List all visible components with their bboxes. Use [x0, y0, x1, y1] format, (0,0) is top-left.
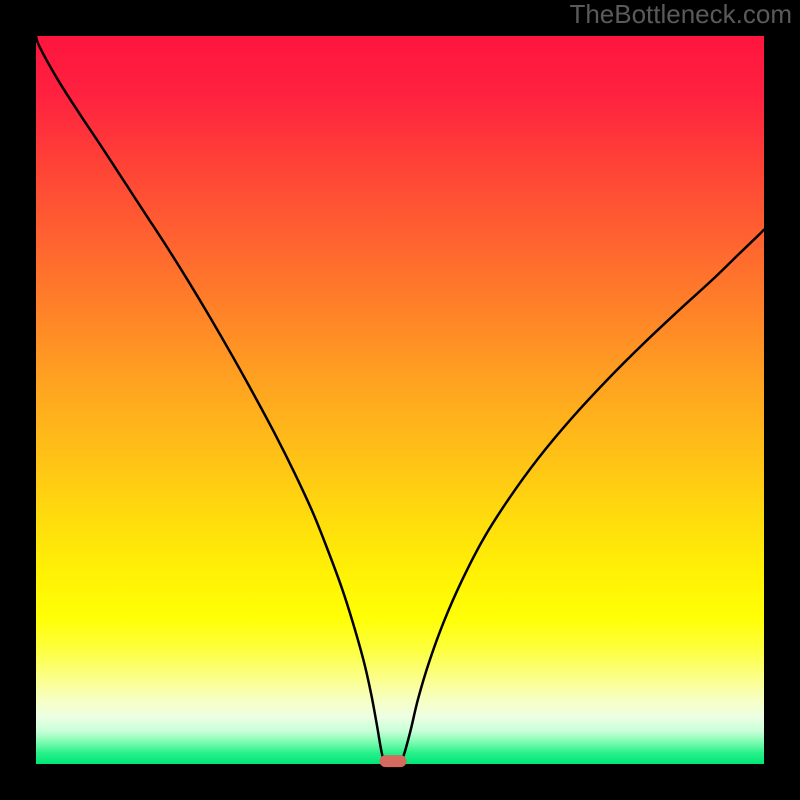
plot-area: [36, 36, 764, 764]
watermark-text: TheBottleneck.com: [569, 0, 792, 29]
min-marker: [379, 755, 406, 767]
plot-background: [36, 36, 764, 764]
plot-svg: [36, 36, 764, 764]
chart-stage: TheBottleneck.com: [0, 0, 800, 800]
